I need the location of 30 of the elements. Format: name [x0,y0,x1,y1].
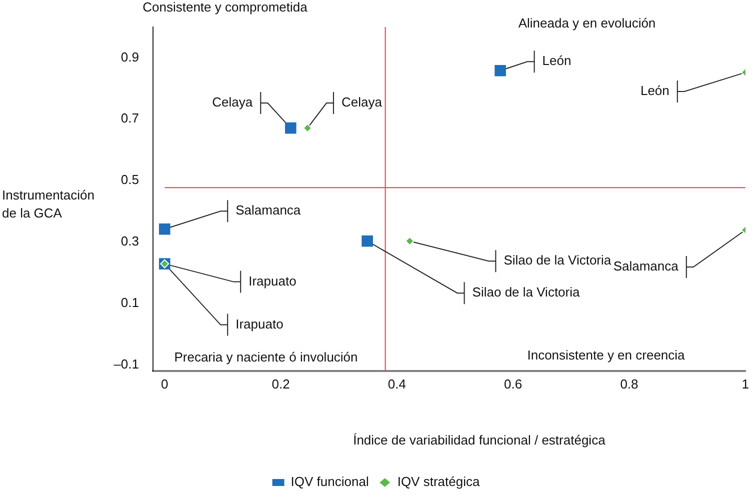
annotation: León [640,83,670,98]
y-tick-label: 0.5 [120,172,139,188]
annotation: Salamanca [613,258,680,274]
y-axis-title: Instrumentación de la GCA [2,188,94,221]
annotation: Inconsistente y en creencia [527,348,686,363]
y-tick-label: –0.1 [114,356,139,372]
annotation: Celaya [341,94,383,110]
x-axis-title: Índice de variabilidad funcional / estratégica [353,432,606,448]
annotation: León [542,53,572,68]
annotation: Salamanca [236,202,302,218]
x-tick-label: 0.6 [504,376,522,392]
annotation: Alineada y en evolución [518,16,656,31]
annotation: Precaria y naciente ó involución [174,350,358,365]
y-tick-label: 0.3 [120,234,139,249]
annotation: Irapuato [236,316,284,332]
text: Consistente y comprometida [142,0,308,15]
x-tick-label: 0 [161,376,168,392]
legend-label: IQV stratégica [397,474,480,490]
y-tick-label: 0.1 [120,295,139,310]
annotation: Celaya [212,94,254,110]
legend-label: IQV funcional [290,474,369,490]
x-tick-label: 1 [742,376,749,392]
annotation: Silao de la Victoria [472,284,581,300]
y-tick-label: 0.7 [120,110,139,126]
y-tick-label: 0.9 [120,49,139,64]
x-tick-label: 0.4 [388,376,406,392]
x-tick-label: 0.2 [272,376,290,392]
annotation: Silao de la Victoria [504,252,612,268]
annotation: Irapuato [248,273,296,288]
x-tick-label: 0.8 [620,376,638,392]
